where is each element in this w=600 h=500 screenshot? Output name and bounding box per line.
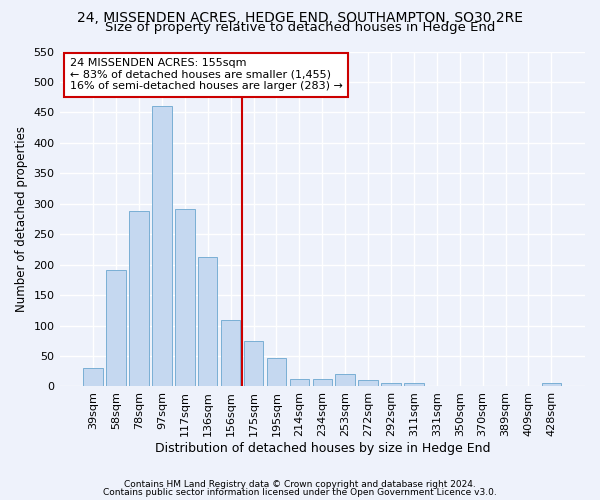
Bar [313,379,332,386]
X-axis label: Distribution of detached houses by size in Hedge End: Distribution of detached houses by size … [155,442,490,455]
Bar [152,106,172,386]
Text: 24, MISSENDEN ACRES, HEDGE END, SOUTHAMPTON, SO30 2RE: 24, MISSENDEN ACRES, HEDGE END, SOUTHAMP… [77,11,523,25]
Text: Size of property relative to detached houses in Hedge End: Size of property relative to detached ho… [105,22,495,35]
Text: 24 MISSENDEN ACRES: 155sqm
← 83% of detached houses are smaller (1,455)
16% of s: 24 MISSENDEN ACRES: 155sqm ← 83% of deta… [70,58,343,92]
Bar [404,383,424,386]
Text: Contains public sector information licensed under the Open Government Licence v3: Contains public sector information licen… [103,488,497,497]
Y-axis label: Number of detached properties: Number of detached properties [15,126,28,312]
Bar [267,358,286,386]
Text: Contains HM Land Registry data © Crown copyright and database right 2024.: Contains HM Land Registry data © Crown c… [124,480,476,489]
Bar [129,211,149,386]
Bar [542,384,561,386]
Bar [290,378,309,386]
Bar [221,320,241,386]
Bar [244,342,263,386]
Bar [335,374,355,386]
Bar [106,270,126,386]
Bar [358,380,378,386]
Bar [381,384,401,386]
Bar [83,368,103,386]
Bar [175,208,194,386]
Bar [198,256,217,386]
